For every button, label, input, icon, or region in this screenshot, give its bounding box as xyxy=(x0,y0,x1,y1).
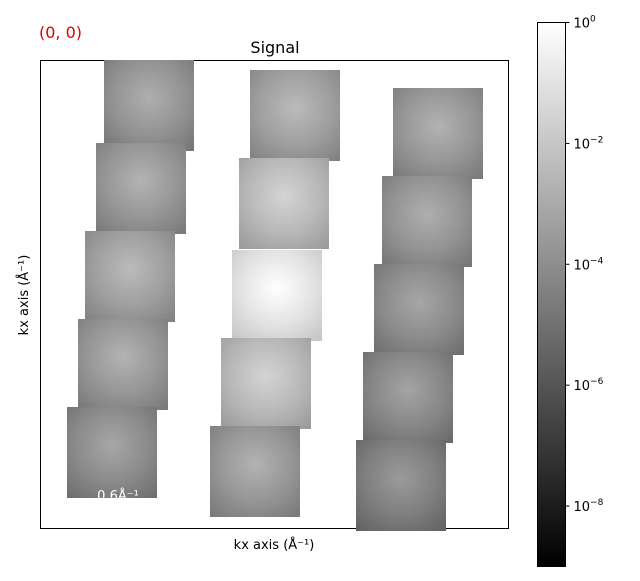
diffraction-disk xyxy=(210,426,300,517)
colorbar-tick-label: 10−8 xyxy=(574,498,604,515)
colorbar-tick-label: 10−4 xyxy=(574,256,604,273)
colorbar-tick-exponent: 0 xyxy=(590,15,596,25)
colorbar-tick-exponent: −2 xyxy=(590,135,603,145)
colorbar-tick-label: 10−2 xyxy=(574,135,604,152)
scale-bar-label: 0.6Å⁻¹ xyxy=(97,488,139,504)
colorbar-tick-label: 100 xyxy=(574,15,597,32)
diffraction-disk xyxy=(85,231,175,322)
diffraction-disk xyxy=(374,264,464,355)
diffraction-disk xyxy=(250,70,340,161)
corner-label: (0, 0) xyxy=(39,23,82,42)
diffraction-disk xyxy=(239,158,329,249)
colorbar-ticks: 100 10−2 10−4 10−6 10−8 xyxy=(565,15,604,515)
colorbar-tick-label: 10−6 xyxy=(574,377,604,394)
colorbar-tick-exponent: −6 xyxy=(590,377,604,387)
colorbar-tick-exponent: −8 xyxy=(590,498,604,508)
diffraction-disk xyxy=(232,250,322,341)
colorbar xyxy=(537,22,566,567)
diffraction-disk xyxy=(393,88,483,179)
diffraction-disk xyxy=(104,60,194,151)
chart-title: Signal xyxy=(250,38,299,57)
diffraction-disk xyxy=(356,440,446,531)
diffraction-disk xyxy=(67,407,157,498)
colorbar-tick-exponent: −4 xyxy=(590,256,604,266)
diffraction-disk xyxy=(221,338,311,429)
diffraction-disk xyxy=(96,143,186,234)
diffraction-disk xyxy=(78,319,168,410)
diffraction-disk xyxy=(382,176,472,267)
diffraction-disk xyxy=(363,352,453,443)
diffraction-disks xyxy=(67,60,483,531)
y-axis-label: kx axis (Å⁻¹) xyxy=(16,255,32,336)
x-axis-label: kx axis (Å⁻¹) xyxy=(234,537,315,553)
